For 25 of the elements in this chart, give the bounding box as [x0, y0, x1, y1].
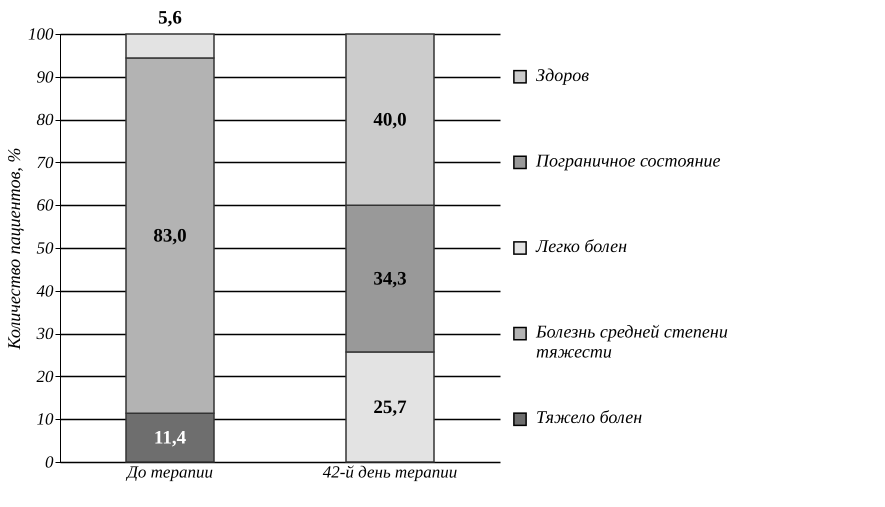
y-tick-label: 10: [36, 410, 54, 429]
legend-label: Тяжело болен: [536, 407, 642, 428]
legend-label: Легко болен: [535, 236, 628, 256]
y-tick-label: 40: [36, 281, 54, 300]
data-label: 25,7: [373, 397, 408, 418]
y-tick-label: 90: [36, 67, 54, 86]
y-tick-label: 0: [45, 452, 54, 472]
data-label: 11,4: [154, 428, 187, 449]
data-label: 34,3: [373, 268, 407, 290]
data-label: 5,6: [158, 8, 182, 29]
x-tick-label: До терапии: [125, 462, 213, 482]
legend-label: Пограничное состояние: [535, 150, 721, 170]
legend-label: Здоров: [536, 64, 590, 85]
y-axis-title: Количество пациентов, %: [4, 148, 24, 350]
y-tick-label: 20: [36, 366, 54, 386]
y-tick-label: 30: [36, 324, 54, 344]
y-tick-label: 100: [28, 24, 54, 44]
y-tick-label: 80: [36, 110, 54, 130]
data-label: 40,0: [373, 110, 407, 131]
y-tick-label: 70: [36, 152, 54, 172]
data-label: 83,0: [153, 226, 187, 247]
y-tick-label: 50: [36, 238, 54, 258]
y-tick-label: 60: [36, 196, 54, 215]
legend-label: Болезнь средней степени тяжести: [535, 322, 728, 362]
x-tick-label: 42-й день терапии: [322, 462, 458, 482]
